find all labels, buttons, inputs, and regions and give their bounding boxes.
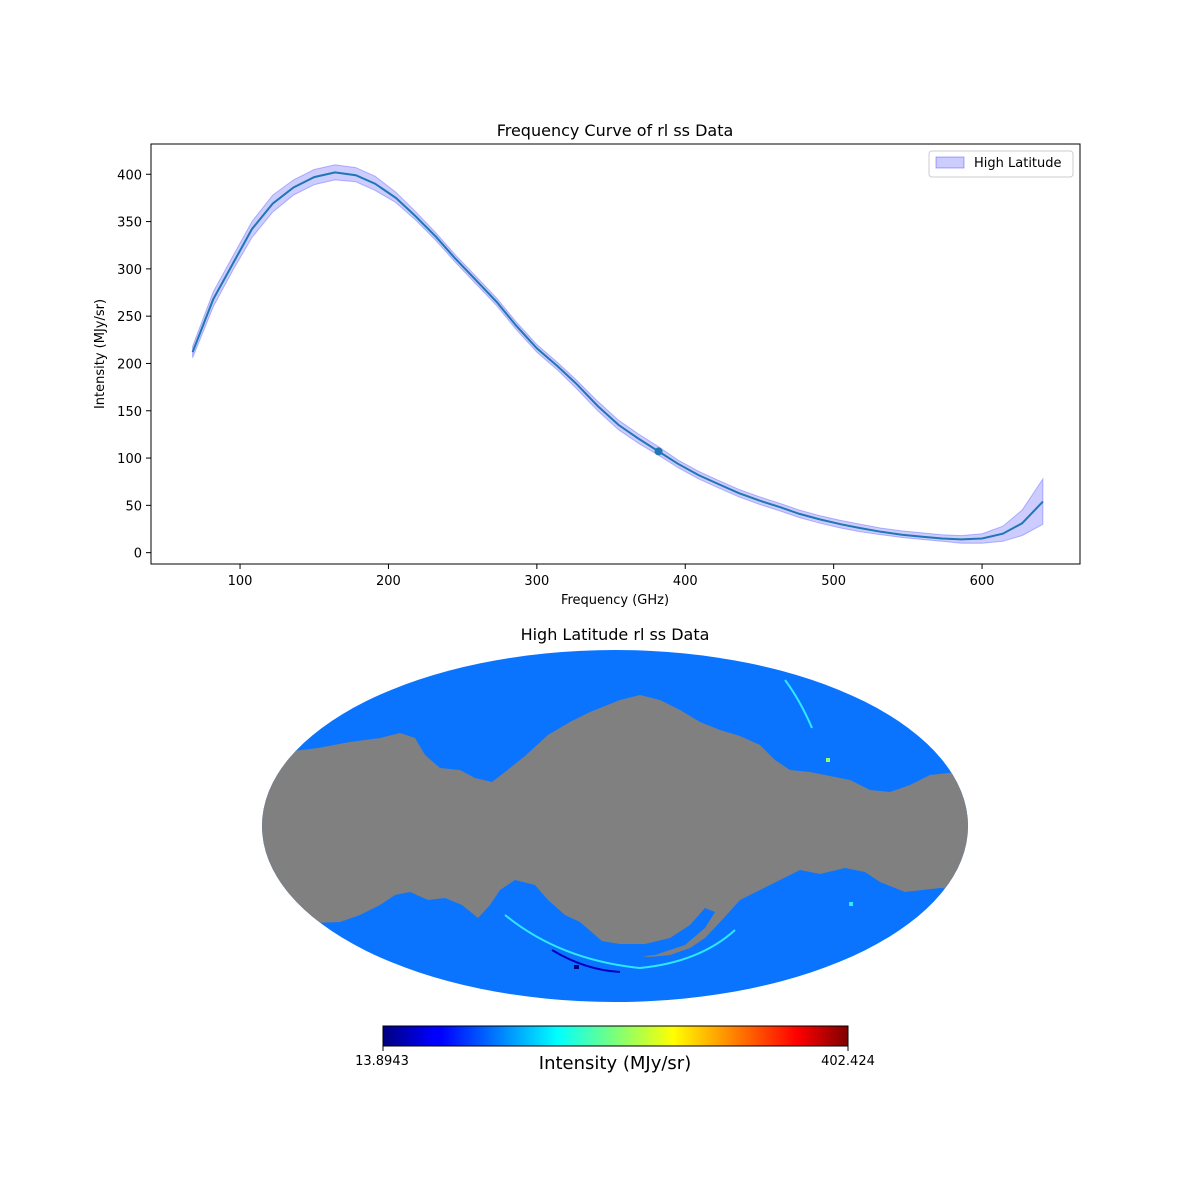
highlight-point [654,447,663,456]
hot-pixel [826,758,830,762]
colorbar: 13.8943 402.424 Intensity (MJy/sr) [355,1025,875,1074]
y-tick-label: 300 [117,263,142,278]
legend-swatch [935,156,965,169]
colorbar-label: Intensity (MJy/sr) [539,1053,691,1074]
southern-streak-cyan [504,914,736,970]
colorbar-gradient [382,1025,849,1047]
x-axis-ticks: 100 200 300 400 500 600 [228,564,995,589]
frequency-curve-chart: Frequency Curve of rl ss Data 100 200 300 4… [93,121,1081,608]
x-tick-label: 300 [524,574,549,589]
x-tick-label: 100 [228,574,253,589]
y-tick-label: 250 [117,310,142,325]
y-tick-label: 150 [117,405,142,420]
x-tick-label: 600 [970,574,995,589]
y-tick-label: 100 [117,452,142,467]
y-tick-label: 200 [117,357,142,372]
x-tick-label: 200 [376,574,401,589]
legend: High Latitude [928,150,1074,178]
hot-pixel [849,902,853,906]
y-tick-label: 0 [134,547,142,562]
series-line [191,171,1044,541]
chart-title: Frequency Curve of rl ss Data [497,121,734,140]
y-tick-label: 400 [117,168,142,183]
hot-pixel [574,965,579,969]
series-polyline [191,171,1044,541]
southern-streak-dark [551,949,621,973]
northern-streak-cyan [784,679,813,729]
x-axis-label: Frequency (GHz) [561,593,669,608]
x-tick-label: 400 [673,574,698,589]
y-tick-label: 50 [125,499,142,514]
mollweide-map [262,650,968,1002]
southern-arc-data [520,905,715,958]
y-axis-ticks: 0 50 100 150 200 250 300 350 400 [117,168,151,562]
x-tick-label: 500 [821,574,846,589]
confidence-band [192,164,1044,544]
plot-frame [150,143,1081,565]
colorbar-max-label: 402.424 [821,1054,875,1069]
masked-region [262,695,968,957]
y-tick-label: 350 [117,216,142,231]
y-axis-label: Intensity (MJy/sr) [93,299,108,409]
sky-map-chart: High Latitude rl ss Data 13.8943 402.424… [262,625,968,1074]
legend-entry: High Latitude [974,156,1062,171]
map-title: High Latitude rl ss Data [521,625,710,644]
legend-box [928,150,1074,178]
band-area [192,164,1044,544]
colorbar-min-label: 13.8943 [355,1054,409,1069]
